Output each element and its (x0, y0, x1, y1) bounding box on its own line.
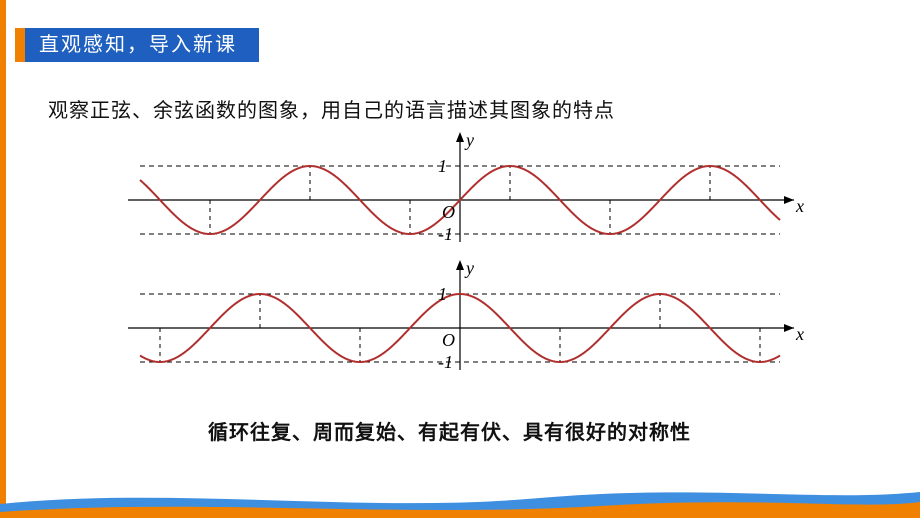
sine-chart: y x O 1 -1 (110, 130, 810, 250)
origin-label: O (442, 202, 455, 223)
y-axis-label: y (466, 258, 474, 279)
y-tick-1: 1 (438, 156, 447, 177)
footer-wave (0, 484, 920, 518)
y-tick-1: 1 (438, 284, 447, 305)
origin-label: O (442, 330, 455, 351)
x-axis-label: x (796, 196, 804, 217)
cosine-chart: y x O 1 -1 (110, 258, 810, 378)
y-tick--1: -1 (438, 224, 453, 245)
y-axis-label: y (466, 130, 474, 151)
summary-text: 循环往复、周而复始、有起有伏、具有很好的对称性 (208, 416, 691, 445)
x-axis-label: x (796, 324, 804, 345)
chart-svg (110, 258, 810, 378)
header-title: 直观感知，导入新课 (25, 28, 259, 62)
y-tick--1: -1 (438, 352, 453, 373)
intro-text: 观察正弦、余弦函数的图象，用自己的语言描述其图象的特点 (48, 94, 615, 123)
header-accent (15, 28, 25, 62)
section-header: 直观感知，导入新课 (15, 28, 259, 62)
chart-svg (110, 130, 810, 250)
left-accent-stripe (0, 0, 6, 518)
